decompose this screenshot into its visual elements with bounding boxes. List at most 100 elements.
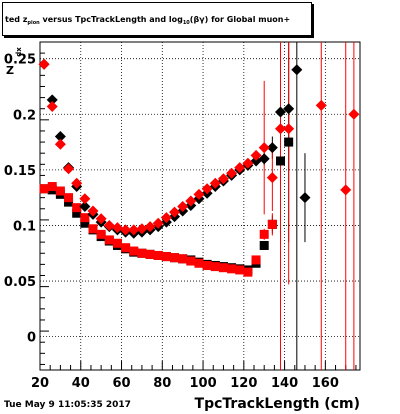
square-marker — [55, 186, 65, 196]
diamond-marker — [169, 206, 181, 218]
diamond-marker — [258, 142, 270, 154]
diamond-marker — [266, 172, 278, 184]
square-marker — [194, 258, 204, 268]
y-axis-label: Z dx — [6, 47, 23, 77]
plot-border — [39, 41, 361, 371]
diamond-marker — [177, 201, 189, 213]
square-marker — [72, 203, 82, 213]
square-marker — [47, 182, 57, 192]
diamond-marker — [266, 142, 278, 154]
diamond-marker — [79, 193, 91, 205]
diamond-marker — [275, 106, 287, 118]
diamond-marker — [283, 123, 295, 135]
diamond-marker — [120, 224, 132, 236]
square-marker — [235, 265, 245, 275]
y-tick-label: 0.1 — [13, 219, 36, 234]
data-markers — [38, 58, 360, 277]
y-tick-label: 0 — [27, 331, 36, 346]
diamond-marker — [136, 223, 148, 235]
diamond-marker — [95, 213, 107, 225]
diamond-marker — [144, 221, 156, 233]
diamond-marker — [54, 138, 66, 150]
diamond-marker — [193, 188, 205, 200]
diamond-marker — [152, 217, 164, 229]
diamond-marker — [54, 131, 66, 143]
square-marker — [80, 218, 90, 228]
y-tick-label: 0.2 — [13, 108, 36, 123]
diamond-marker — [291, 64, 303, 76]
square-marker — [210, 262, 220, 272]
square-marker — [96, 229, 106, 239]
diamond-marker — [38, 58, 50, 70]
diamond-marker — [79, 201, 91, 213]
diamond-marker — [250, 149, 262, 161]
diamond-marker — [299, 192, 311, 204]
diamond-marker — [128, 224, 140, 236]
square-marker — [129, 246, 139, 256]
diamond-marker — [217, 173, 229, 185]
x-tick-label: 60 — [112, 376, 130, 391]
square-marker — [267, 219, 277, 229]
square-marker — [259, 229, 269, 239]
square-marker — [121, 243, 131, 253]
diamond-marker — [209, 177, 221, 189]
x-tick-label: 100 — [189, 376, 216, 391]
square-marker — [64, 193, 74, 203]
y-tick-label: 0.15 — [4, 164, 36, 179]
x-tick-label: 80 — [153, 376, 171, 391]
timestamp-label: Tue May 9 11:05:35 2017 — [4, 400, 131, 410]
square-marker — [161, 252, 171, 262]
x-tick-label: 160 — [312, 376, 339, 391]
diamond-marker — [185, 195, 197, 207]
square-marker — [104, 235, 114, 245]
diamond-marker — [201, 183, 213, 195]
square-marker — [259, 240, 269, 250]
square-marker — [145, 249, 155, 259]
square-marker — [72, 208, 82, 218]
square-marker — [80, 213, 90, 223]
diamond-marker — [234, 162, 246, 174]
diamond-marker — [226, 167, 238, 179]
diamond-marker — [103, 219, 115, 231]
error-bars — [255, 42, 355, 370]
square-marker — [39, 184, 49, 194]
diamond-marker — [63, 163, 75, 175]
square-marker — [243, 267, 253, 277]
square-marker — [218, 263, 228, 273]
x-tick-label: 40 — [72, 376, 90, 391]
diamond-marker — [250, 155, 262, 167]
x-tick-label: 120 — [230, 376, 257, 391]
diamond-marker — [160, 212, 172, 224]
square-marker — [202, 260, 212, 270]
diamond-marker — [283, 103, 295, 115]
square-marker — [170, 253, 180, 263]
y-tick-label: 0.05 — [4, 275, 36, 290]
grid-lines — [39, 42, 360, 370]
diamond-marker — [71, 177, 83, 189]
chart-title: ted zpion versus TpcTrackLength and log1… — [2, 2, 312, 36]
square-marker — [178, 254, 188, 264]
y-tick-label: 0.25 — [4, 53, 36, 68]
square-marker — [153, 250, 163, 260]
x-tick-label: 140 — [271, 376, 298, 391]
square-marker — [137, 248, 147, 258]
diamond-marker — [46, 94, 58, 106]
square-marker — [276, 156, 286, 166]
diamond-marker — [258, 153, 270, 165]
square-marker — [112, 238, 122, 248]
x-axis-label: TpcTrackLength (cm) — [194, 396, 360, 412]
diamond-marker — [275, 123, 287, 135]
diamond-marker — [315, 99, 327, 111]
square-marker — [227, 264, 237, 274]
square-marker — [186, 256, 196, 266]
diamond-marker — [348, 108, 360, 120]
diamond-marker — [46, 100, 58, 112]
diamond-marker — [111, 222, 123, 234]
square-marker — [251, 255, 261, 265]
diamond-marker — [87, 205, 99, 217]
tick-labels: 20 40 60 80 100 120 140 160 0 0.05 0.1 0.15 0.2 0.25 — [4, 53, 339, 391]
diamond-marker — [242, 157, 254, 169]
square-marker — [284, 137, 294, 147]
diamond-marker — [340, 184, 352, 196]
